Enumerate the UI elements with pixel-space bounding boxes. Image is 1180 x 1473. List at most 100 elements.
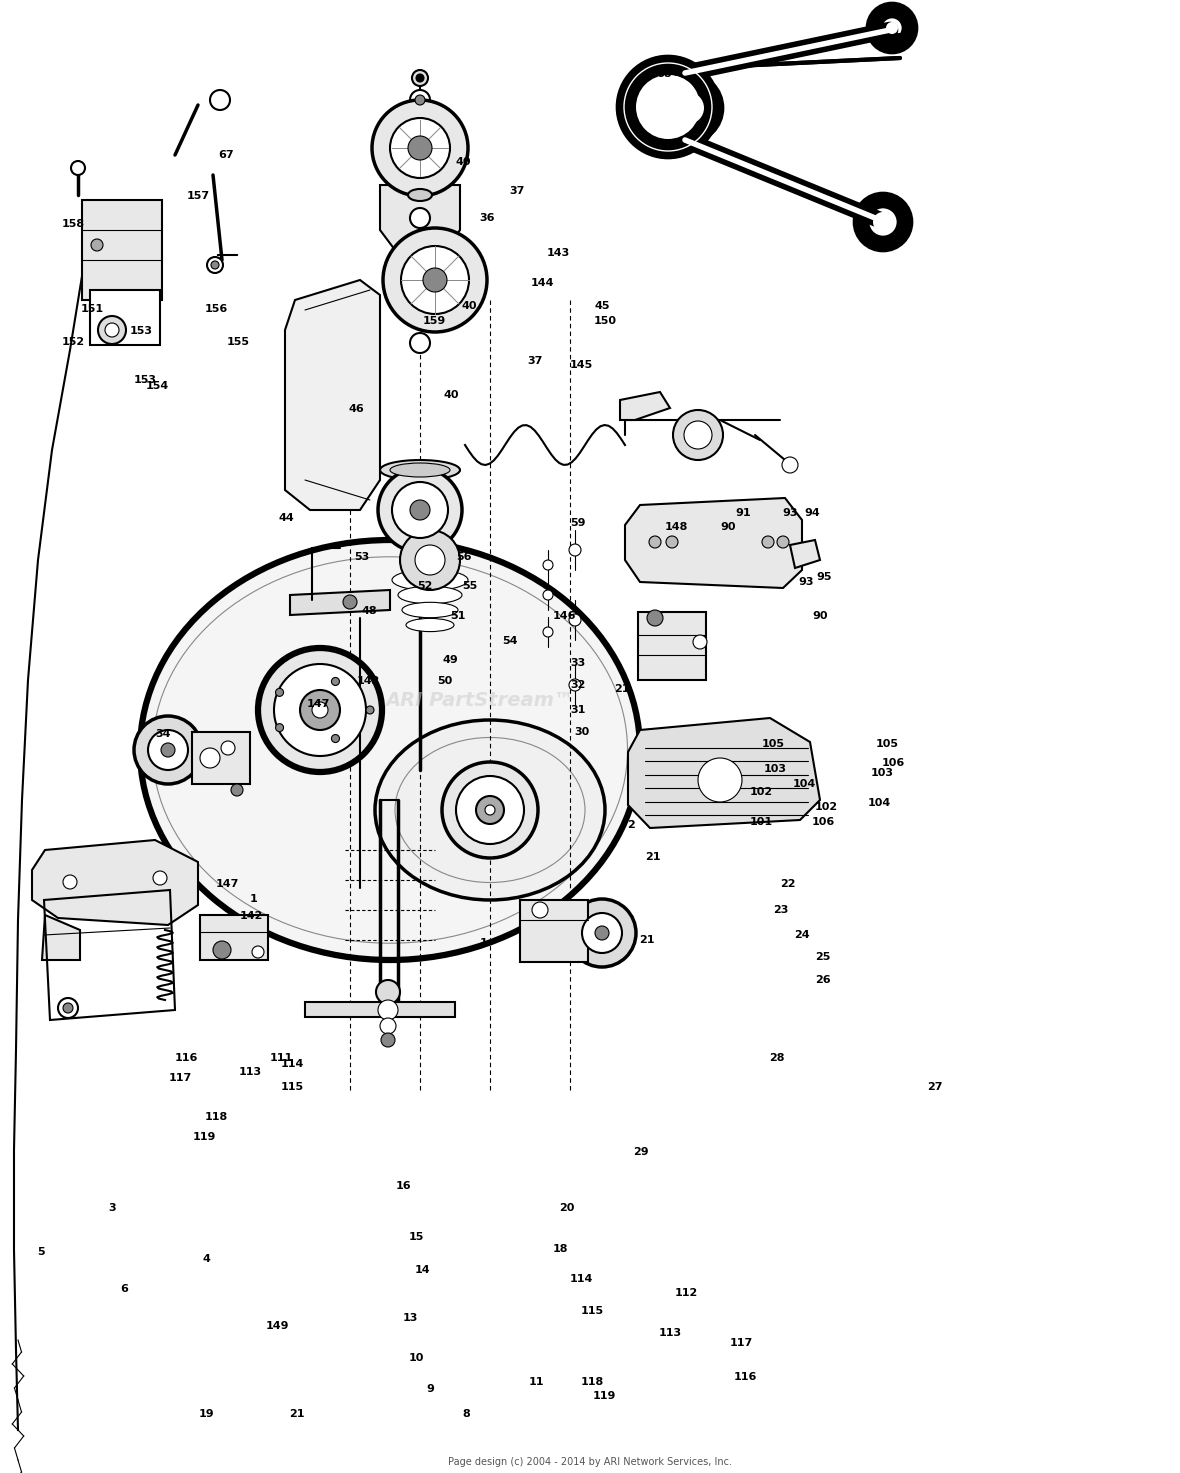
Text: 142: 142 xyxy=(356,676,380,685)
Circle shape xyxy=(699,759,742,801)
Text: 2: 2 xyxy=(628,820,635,829)
Text: 112: 112 xyxy=(675,1289,699,1298)
Text: 53: 53 xyxy=(355,552,369,561)
Circle shape xyxy=(476,795,504,823)
Text: 37: 37 xyxy=(509,187,525,196)
Text: 142: 142 xyxy=(240,912,263,921)
Polygon shape xyxy=(789,541,820,569)
Circle shape xyxy=(206,256,223,273)
Bar xyxy=(638,611,706,681)
Text: 113: 113 xyxy=(658,1329,682,1337)
Text: 101: 101 xyxy=(749,818,773,826)
Text: 105: 105 xyxy=(761,739,785,748)
Text: 151: 151 xyxy=(80,305,104,314)
Text: 50: 50 xyxy=(438,676,452,685)
Text: 4: 4 xyxy=(203,1255,210,1264)
Circle shape xyxy=(378,1000,398,1019)
Text: 46: 46 xyxy=(348,405,365,414)
Text: 19: 19 xyxy=(198,1410,215,1418)
Ellipse shape xyxy=(380,460,460,480)
Text: 117: 117 xyxy=(169,1074,192,1083)
Text: 59: 59 xyxy=(570,518,586,527)
Ellipse shape xyxy=(398,586,463,604)
Circle shape xyxy=(543,627,553,636)
Bar xyxy=(90,290,160,345)
Circle shape xyxy=(312,703,328,717)
Circle shape xyxy=(300,689,340,731)
Text: 40: 40 xyxy=(455,158,472,166)
Text: 31: 31 xyxy=(570,706,586,714)
Text: 105: 105 xyxy=(876,739,899,748)
Text: 9: 9 xyxy=(427,1385,434,1393)
Text: 8: 8 xyxy=(463,1410,470,1418)
Text: 91: 91 xyxy=(735,508,752,517)
Circle shape xyxy=(582,913,622,953)
Circle shape xyxy=(98,317,126,345)
Circle shape xyxy=(569,544,581,555)
Text: 103: 103 xyxy=(763,764,787,773)
Text: 114: 114 xyxy=(281,1059,304,1068)
Circle shape xyxy=(376,980,400,1005)
Polygon shape xyxy=(625,498,802,588)
Text: 40: 40 xyxy=(461,302,478,311)
Text: 115: 115 xyxy=(581,1307,604,1315)
Text: 22: 22 xyxy=(780,879,796,888)
Ellipse shape xyxy=(406,619,454,632)
Circle shape xyxy=(391,118,450,178)
Text: 118: 118 xyxy=(581,1377,604,1386)
Text: 32: 32 xyxy=(570,681,586,689)
Text: 117: 117 xyxy=(729,1339,753,1348)
Text: 28: 28 xyxy=(768,1053,785,1062)
Circle shape xyxy=(332,678,340,685)
Text: 102: 102 xyxy=(749,788,773,797)
Text: 13: 13 xyxy=(402,1314,419,1323)
Text: 14: 14 xyxy=(414,1265,431,1274)
Ellipse shape xyxy=(375,720,605,900)
Text: 153: 153 xyxy=(133,376,157,384)
Circle shape xyxy=(221,741,235,756)
Text: 29: 29 xyxy=(632,1147,649,1156)
Circle shape xyxy=(782,457,798,473)
Circle shape xyxy=(214,941,231,959)
Circle shape xyxy=(199,748,219,767)
Text: 51: 51 xyxy=(450,611,466,620)
Circle shape xyxy=(569,614,581,626)
Text: 118: 118 xyxy=(204,1112,228,1121)
Circle shape xyxy=(673,409,723,460)
Circle shape xyxy=(63,1003,73,1013)
Text: 21: 21 xyxy=(289,1410,306,1418)
Circle shape xyxy=(568,899,636,966)
Circle shape xyxy=(647,610,663,626)
Text: 146: 146 xyxy=(552,611,576,620)
Text: 33: 33 xyxy=(571,658,585,667)
Circle shape xyxy=(332,735,340,742)
Text: 144: 144 xyxy=(531,278,555,287)
Text: 1: 1 xyxy=(250,894,257,903)
Circle shape xyxy=(422,268,447,292)
Circle shape xyxy=(762,536,774,548)
Text: 157: 157 xyxy=(186,191,210,200)
Text: 114: 114 xyxy=(570,1274,594,1283)
Text: 40: 40 xyxy=(442,390,459,399)
Text: 152: 152 xyxy=(61,337,85,346)
Circle shape xyxy=(378,468,463,552)
Circle shape xyxy=(684,421,712,449)
Text: 93: 93 xyxy=(798,577,814,586)
Circle shape xyxy=(409,499,430,520)
Circle shape xyxy=(415,545,445,574)
Text: 111: 111 xyxy=(269,1053,293,1062)
Circle shape xyxy=(412,71,428,85)
Circle shape xyxy=(91,239,103,250)
Circle shape xyxy=(381,1033,395,1047)
Text: 106: 106 xyxy=(812,818,835,826)
Circle shape xyxy=(543,560,553,570)
Circle shape xyxy=(148,731,188,770)
Text: ARI PartStream™: ARI PartStream™ xyxy=(386,691,575,710)
Circle shape xyxy=(409,333,430,354)
Text: 30: 30 xyxy=(575,728,589,736)
Text: 23: 23 xyxy=(773,906,789,915)
Circle shape xyxy=(274,664,366,756)
Circle shape xyxy=(653,87,688,124)
Circle shape xyxy=(776,536,789,548)
Polygon shape xyxy=(286,280,380,510)
